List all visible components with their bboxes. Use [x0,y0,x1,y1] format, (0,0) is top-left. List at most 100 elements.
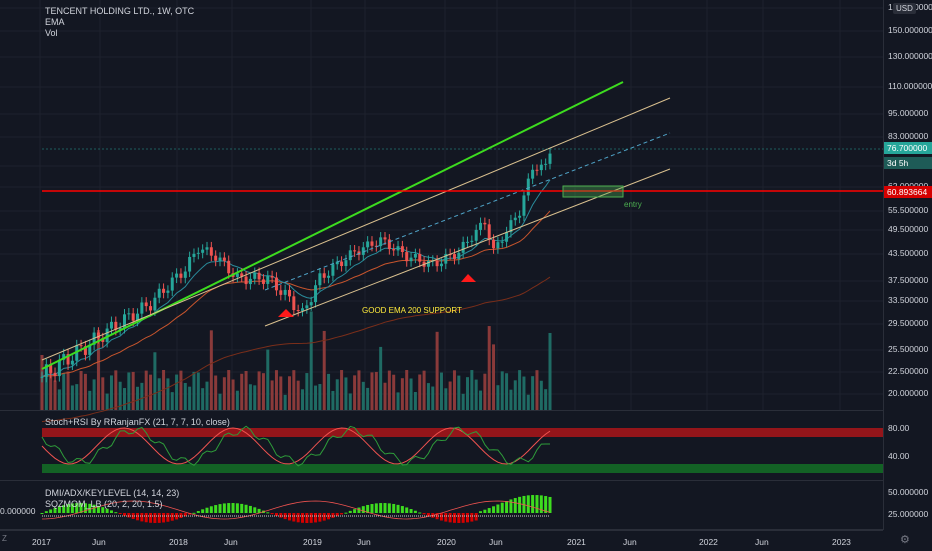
volume-bar [474,379,478,410]
ema-legend[interactable]: EMA [45,17,65,27]
volume-bar [153,352,157,410]
volume-bar [227,370,231,410]
volume-bar [109,375,113,410]
sqz-label[interactable]: SQZMOM_LB (20, 2, 20, 1.5) [45,499,163,509]
z-button[interactable]: Z [2,534,7,543]
squeeze-bar [500,502,504,513]
candle-body [335,261,339,265]
support-marker-triangle [278,309,294,317]
candle-body [309,302,313,306]
volume-bar [122,388,126,410]
squeeze-bar [405,507,409,513]
symbol-title[interactable]: TENCENT HOLDING LTD., 1W, OTC [45,6,195,16]
volume-bar [266,349,270,410]
volume-bar [513,380,517,410]
price-axis[interactable]: 170.000000150.000000130.000000110.000000… [883,0,932,530]
volume-bar [57,389,61,410]
dmi-label[interactable]: DMI/ADX/KEYLEVEL (14, 14, 23) [45,488,180,498]
chart-canvas[interactable] [0,0,883,530]
candle-body [136,313,140,321]
volume-bar [496,385,500,410]
volume-bar [261,373,265,410]
squeeze-bar [183,513,187,517]
mid-channel-line [264,132,671,291]
time-tick: Jun [224,537,238,547]
dmi-squeeze-pane[interactable] [0,481,883,530]
squeeze-bar [348,510,352,513]
currency-button[interactable]: USD [893,3,916,14]
price-pane[interactable] [0,0,883,411]
time-tick: 2018 [169,537,188,547]
volume-bar [396,392,400,410]
squeeze-bar [392,503,396,513]
candle-body [53,372,57,377]
vol-legend[interactable]: Vol [45,28,58,38]
volume-bar [101,377,105,410]
price-tick: 55.500000 [888,205,929,215]
volume-bar [305,373,309,410]
time-tick: 2021 [567,537,586,547]
squeeze-bar [331,513,335,518]
squeeze-bar [101,507,105,513]
gear-icon[interactable]: ⚙ [900,534,910,546]
candle-body [49,364,53,373]
squeeze-bar [283,513,287,520]
squeeze-bar [370,504,374,513]
squeeze-bar [474,513,478,521]
squeeze-bar [62,505,66,513]
squeeze-bar [379,503,383,513]
squeeze-bar [314,513,318,523]
volume-bar [314,385,318,410]
volume-bar [257,371,261,410]
candle-body [83,346,87,355]
green-channel-line [41,81,624,370]
volume-bar [70,385,74,410]
squeeze-bar [70,503,74,513]
volume-bar [405,370,409,410]
squeeze-bar [118,513,122,514]
candle-body [405,252,409,262]
volume-bar [66,371,70,410]
candle-body [248,278,252,285]
volume-bar [487,326,491,410]
squeeze-bar [544,496,548,513]
time-tick: Jun [623,537,637,547]
candle-body [149,306,153,311]
volume-bar [448,381,452,410]
candle-body [466,241,470,243]
candle-body [500,241,504,243]
time-tick: 2019 [303,537,322,547]
squeeze-bar [457,513,461,523]
candle-body [331,264,335,276]
candle-body [383,237,387,240]
candle-body [487,224,491,240]
candle-body [192,253,196,257]
volume-bar [344,377,348,410]
squeeze-bar [88,503,92,513]
stoch-label[interactable]: Stoch+RSI By RRanjanFX (21, 7, 7, 10, cl… [45,417,230,427]
squeeze-bar [505,501,509,513]
candle-body [274,277,278,291]
volume-bar [244,371,248,410]
volume-bar [322,330,326,410]
time-axis[interactable]: 2017 Jun 2018 Jun 2019 Jun 2020 Jun 2021 Jun 2022 J… [0,530,883,551]
candle-body [496,242,500,249]
volume-bar [426,383,430,410]
squeeze-bar [461,513,465,523]
candle-body [279,290,283,295]
stoch-tick: 40.00 [888,451,910,461]
squeeze-bar [136,513,140,521]
time-tick: 2023 [832,537,851,547]
stoch-rsi-pane[interactable] [0,411,883,481]
candle-body [105,328,109,342]
candle-body [244,276,248,285]
squeeze-bar [357,507,361,513]
squeeze-bar [222,503,226,513]
volume-bar [439,372,443,410]
dmi-legend: DMI/ADX/KEYLEVEL (14, 14, 23) SQZMOM_LB … [45,488,179,510]
squeeze-bar [75,503,79,513]
candle-body [444,253,448,264]
squeeze-bar [366,504,370,513]
candle-body [396,246,400,251]
volume-bar [413,391,417,410]
